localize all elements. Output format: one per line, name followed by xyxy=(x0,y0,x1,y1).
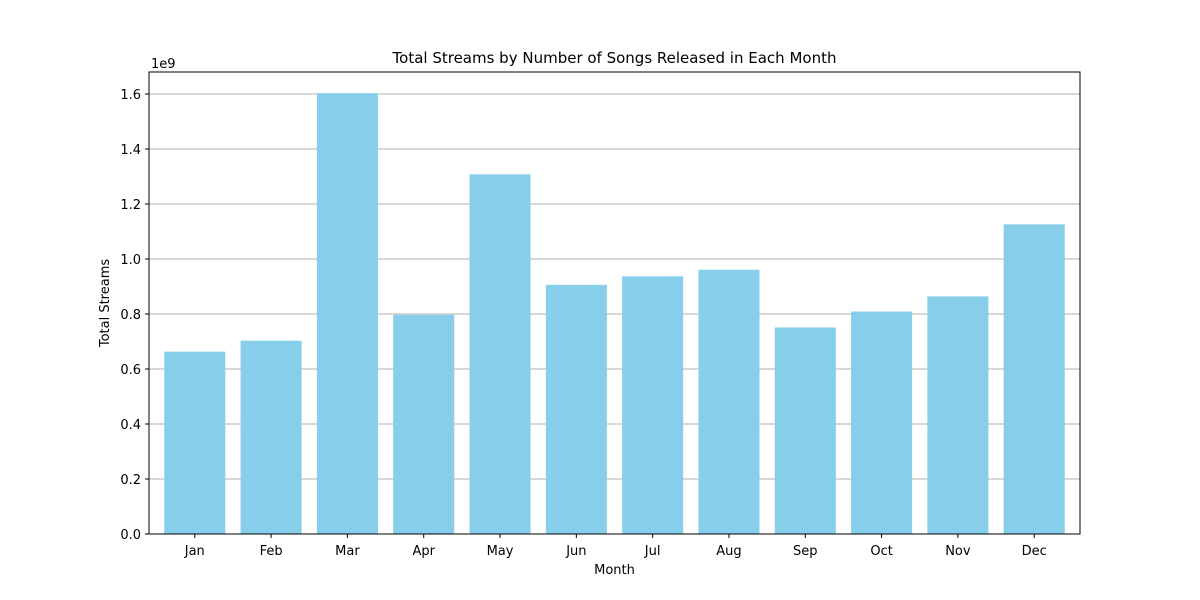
y-tick-label: 1.2 xyxy=(120,198,141,213)
x-tick-label-dec: Dec xyxy=(1022,544,1047,559)
y-axis: 0.0 0.2 0.4 0.6 0.8 1.0 1.2 1.4 1.6 xyxy=(120,88,149,543)
x-tick-label-apr: Apr xyxy=(412,544,435,559)
x-tick-label-jun: Jun xyxy=(565,544,586,559)
x-tick-label-oct: Oct xyxy=(870,544,892,559)
gridlines xyxy=(149,93,1080,535)
bar-jan xyxy=(164,351,226,534)
y-tick-label: 1.6 xyxy=(120,88,141,103)
bar-dec xyxy=(1003,224,1065,534)
x-tick-label-aug: Aug xyxy=(716,544,741,559)
bar-apr xyxy=(393,314,455,534)
bar-aug xyxy=(698,269,760,534)
x-axis: Jan Feb Mar Apr May Jun Jul Aug Sep Oct Nov Dec xyxy=(184,534,1047,559)
y-tick-label: 0.6 xyxy=(120,363,141,378)
y-tick-label: 1.0 xyxy=(120,253,141,268)
x-tick-label-jul: Jul xyxy=(644,544,661,559)
y-tick-label: 0.4 xyxy=(120,418,141,433)
bar-sep xyxy=(774,327,836,534)
bar-may xyxy=(469,174,531,535)
bar-jul xyxy=(622,276,684,534)
y-tick-label: 0.8 xyxy=(120,308,141,323)
x-tick-label-sep: Sep xyxy=(793,544,818,559)
x-tick-label-nov: Nov xyxy=(945,544,971,559)
bar-oct xyxy=(851,311,913,534)
x-tick-label-may: May xyxy=(487,544,514,559)
x-tick-label-feb: Feb xyxy=(260,544,283,559)
y-scale-multiplier: 1e9 xyxy=(151,57,176,72)
x-axis-label: Month xyxy=(594,563,635,578)
bars xyxy=(164,93,1065,535)
bar-jun xyxy=(545,284,607,534)
plot-area-frame xyxy=(148,71,1081,535)
y-tick-label: 0.2 xyxy=(120,473,141,488)
y-tick-label: 1.4 xyxy=(120,143,141,158)
x-tick-label-jan: Jan xyxy=(184,544,205,559)
bar-mar xyxy=(316,93,378,535)
chart-title: Total Streams by Number of Songs Release… xyxy=(392,49,837,67)
bar-nov xyxy=(927,296,989,534)
x-tick-label-mar: Mar xyxy=(335,544,360,559)
bar-feb xyxy=(240,340,302,534)
y-tick-label: 0.0 xyxy=(120,528,141,543)
y-axis-label: Total Streams xyxy=(98,259,113,349)
